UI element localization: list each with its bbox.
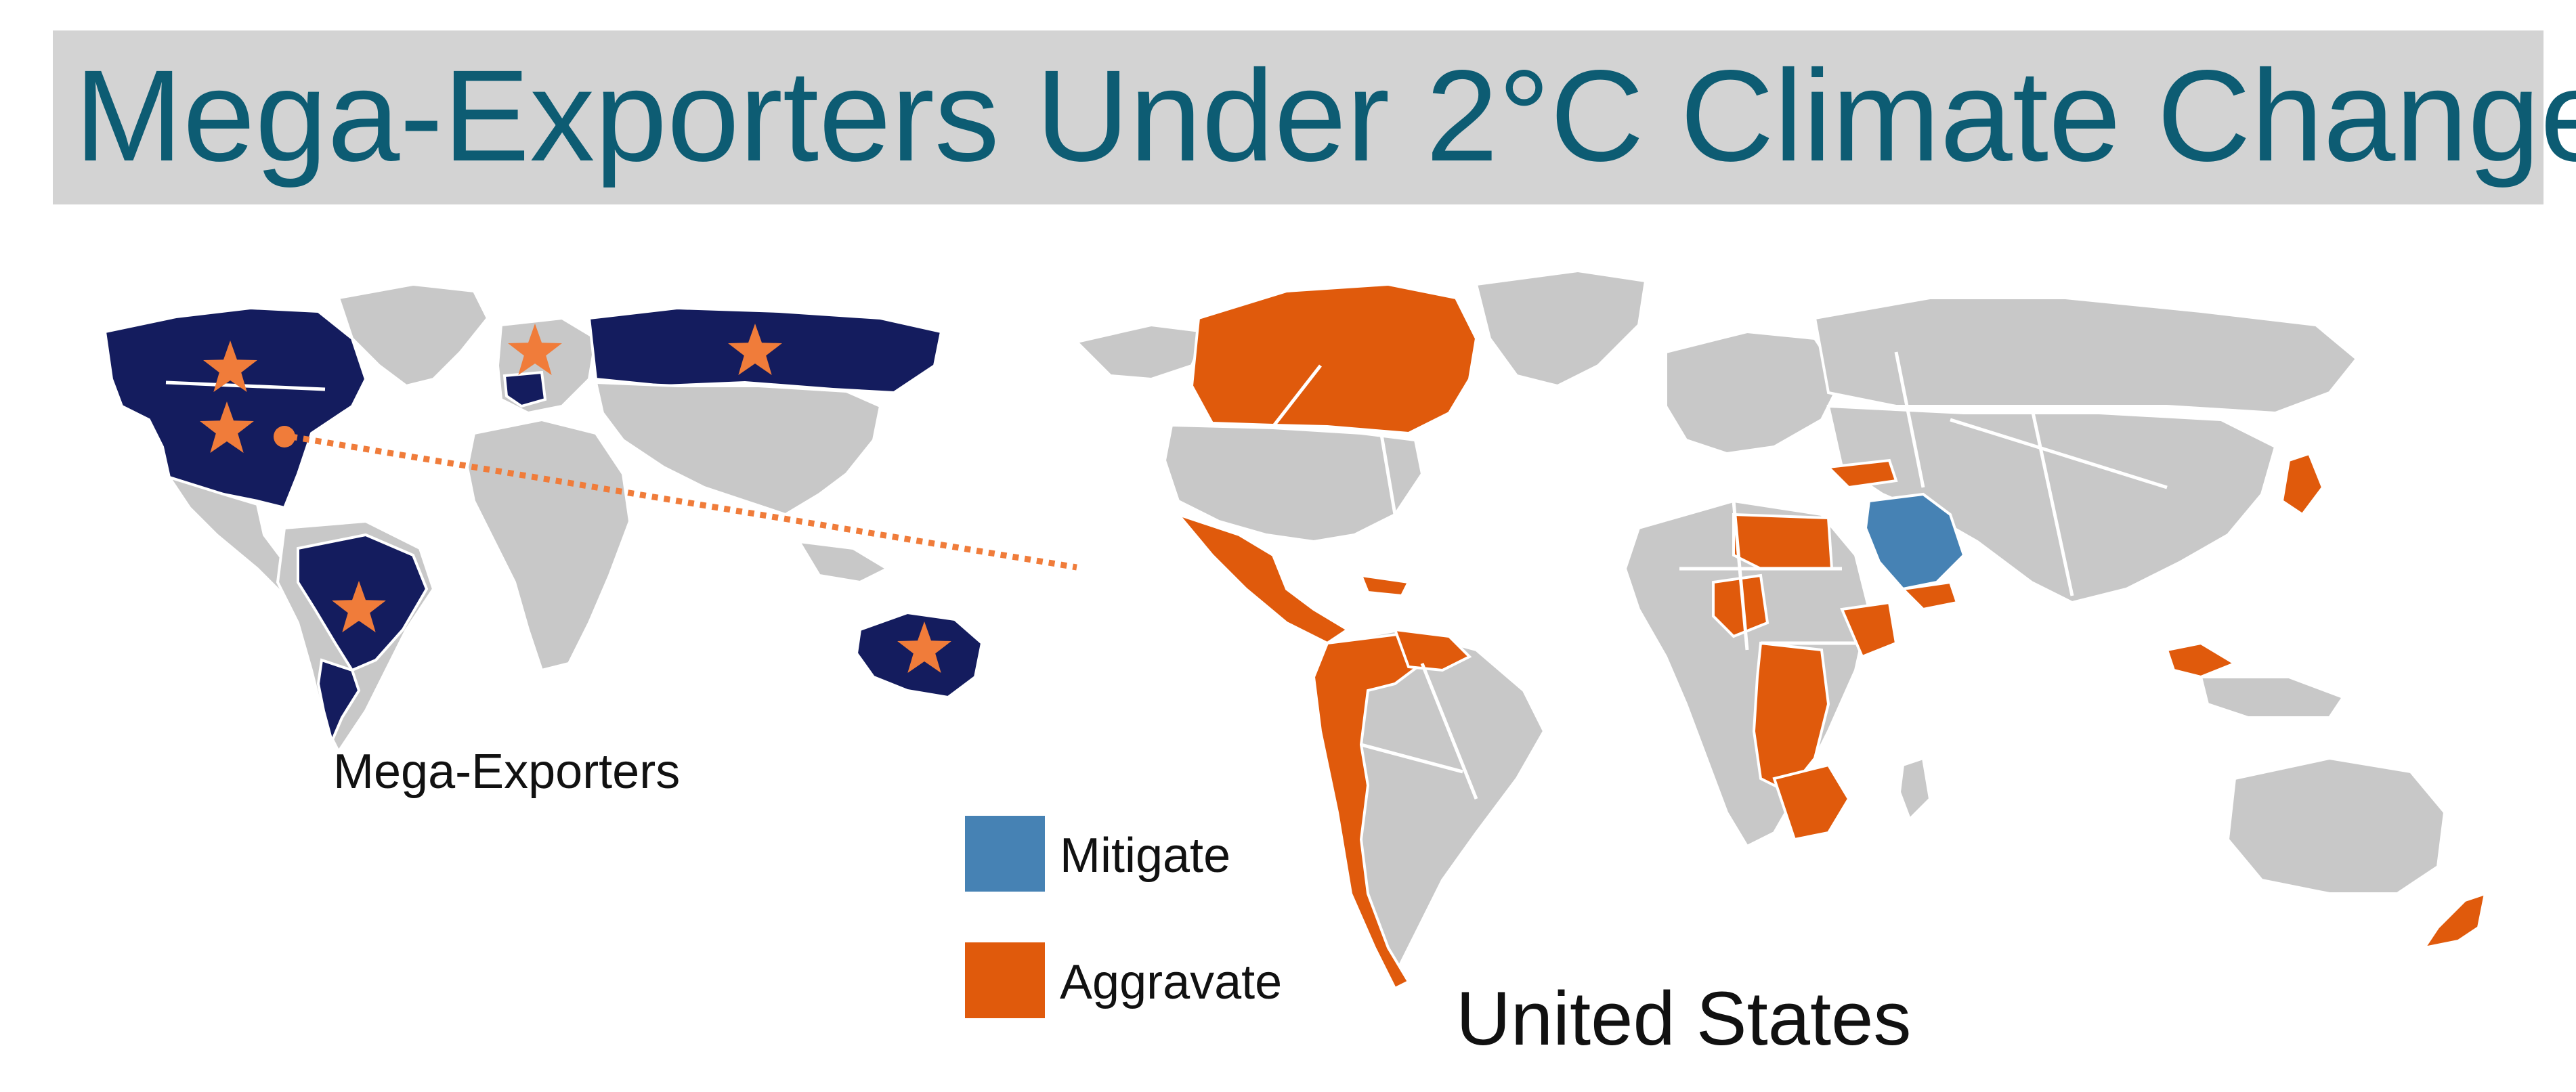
connector-dot [274,426,295,447]
aggravate-nigeria [1712,573,1769,638]
aggravate-venezuela-guyana [1393,628,1472,672]
aggravate-se-asia [2165,641,2238,679]
legend-swatch-mitigate [965,816,1045,892]
aggravate-canada [1190,282,1478,435]
country-borders [1272,351,2168,800]
title-bar: Mega-Exporters Under 2°C Climate Change [53,30,2576,204]
legend-label-mitigate: Mitigate [1060,829,1231,883]
land-se-asia [796,540,890,584]
aggravate-caribbean [1358,573,1411,598]
land-europe-main [1665,330,1844,456]
mega-exporters-map [103,282,1077,754]
aggravate-southern-africa [1772,763,1851,842]
aggravate-ethiopia [1840,600,1898,659]
land-madagascar [1897,756,1932,822]
land-russia-main [1813,297,2359,415]
star-icon-australia [897,621,951,673]
mitigate-saudi-arabia [1864,492,1966,591]
connector-line [291,433,1077,571]
star-icon-brazil [332,581,386,632]
page-title: Mega-Exporters Under 2°C Climate Change [74,43,2576,188]
mega-exporters-label: Mega-Exporters [333,745,681,799]
exporter-stars [200,324,951,673]
land-australia-main [2226,756,2447,895]
land-united-states [1163,423,1424,544]
impact-world-map [1074,269,2487,990]
aggravate-south-america-west [1312,631,1424,990]
legend-swatch-aggravate [965,942,1045,1018]
aggravate-japan [2280,452,2325,517]
star-icon-canada [203,341,257,392]
border-canada-us [165,380,326,391]
land-greenland [337,282,490,388]
land-africa [465,418,632,672]
main-map-caption: United States [1456,976,1912,1061]
land-greenland-main [1474,269,1648,388]
star-icon-united-states [200,401,254,453]
aggravate-north-africa [1732,512,1834,570]
legend-label-aggravate: Aggravate [1060,955,1283,1009]
star-icon-france [508,324,562,375]
land-asia [594,380,882,517]
exporter-argentina [316,658,361,746]
exporter-north-america [103,306,368,510]
land-indonesia [2199,676,2346,719]
aggravate-mexico-central-america [1174,511,1350,645]
aggravate-turkey [1825,458,1898,489]
land-alaska [1074,323,1207,381]
aggravate-yemen [1899,580,1959,611]
star-icon-russia [728,324,782,375]
exporter-france [502,370,547,408]
aggravate-new-zealand [2421,892,2487,950]
